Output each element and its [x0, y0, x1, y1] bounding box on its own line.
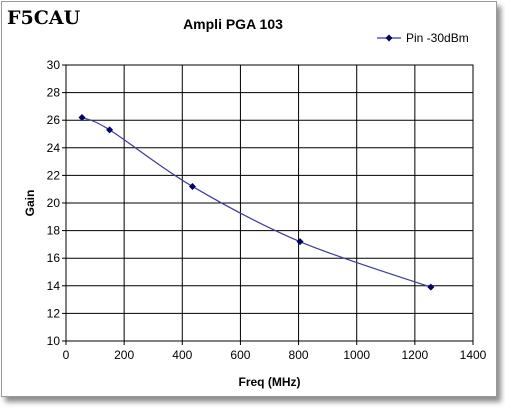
x-tick-label-1200: 1200 — [402, 348, 429, 362]
y-tick-label-26: 26 — [47, 113, 61, 127]
x-axis-label: Freq (MHz) — [239, 375, 301, 389]
y-tick-label-14: 14 — [47, 279, 61, 293]
series-markers — [78, 113, 435, 291]
grid-lines — [62, 64, 474, 345]
y-tick-label-28: 28 — [47, 86, 61, 100]
series-line-pin-30dbm — [81, 116, 432, 288]
x-tick-labels: 0 200 400 600 800 1000 1200 1400 — [63, 348, 487, 362]
x-tick-label-200: 200 — [114, 348, 134, 362]
y-tick-label-10: 10 — [47, 334, 61, 348]
data-point-0 — [78, 113, 86, 121]
y-tick-label-22: 22 — [47, 168, 61, 182]
x-tick-label-400: 400 — [172, 348, 192, 362]
y-tick-label-30: 30 — [47, 58, 61, 72]
legend-diamond-icon — [385, 34, 393, 42]
y-tick-label-12: 12 — [47, 306, 61, 320]
y-tick-label-24: 24 — [47, 141, 61, 155]
chart-title: Ampli PGA 103 — [183, 16, 283, 32]
y-tick-label-16: 16 — [47, 251, 61, 265]
data-point-4 — [427, 283, 435, 291]
watermark-label: F5CAU — [7, 7, 81, 29]
chart-frame: F5CAU Ampli PGA 103 10 12 14 16 18 20 22 24 26 28… — [1, 1, 497, 397]
chart-canvas: F5CAU Ampli PGA 103 10 12 14 16 18 20 22 24 26 28… — [7, 7, 487, 389]
data-point-3 — [296, 238, 304, 246]
data-point-1 — [106, 126, 114, 134]
x-tick-label-600: 600 — [230, 348, 250, 362]
x-tick-label-1400: 1400 — [460, 348, 487, 362]
legend-entry-label: Pin -30dBm — [406, 31, 469, 45]
legend: Pin -30dBm — [377, 31, 469, 45]
x-tick-label-800: 800 — [289, 348, 309, 362]
y-tick-label-20: 20 — [47, 196, 61, 210]
y-axis-label: Gain — [23, 190, 37, 217]
data-point-2 — [188, 182, 196, 190]
y-tick-labels: 10 12 14 16 18 20 22 24 26 28 30 — [47, 58, 61, 348]
x-tick-label-1000: 1000 — [343, 348, 370, 362]
plot-area-border — [65, 64, 474, 342]
x-tick-label-0: 0 — [63, 348, 70, 362]
y-tick-label-18: 18 — [47, 224, 61, 238]
